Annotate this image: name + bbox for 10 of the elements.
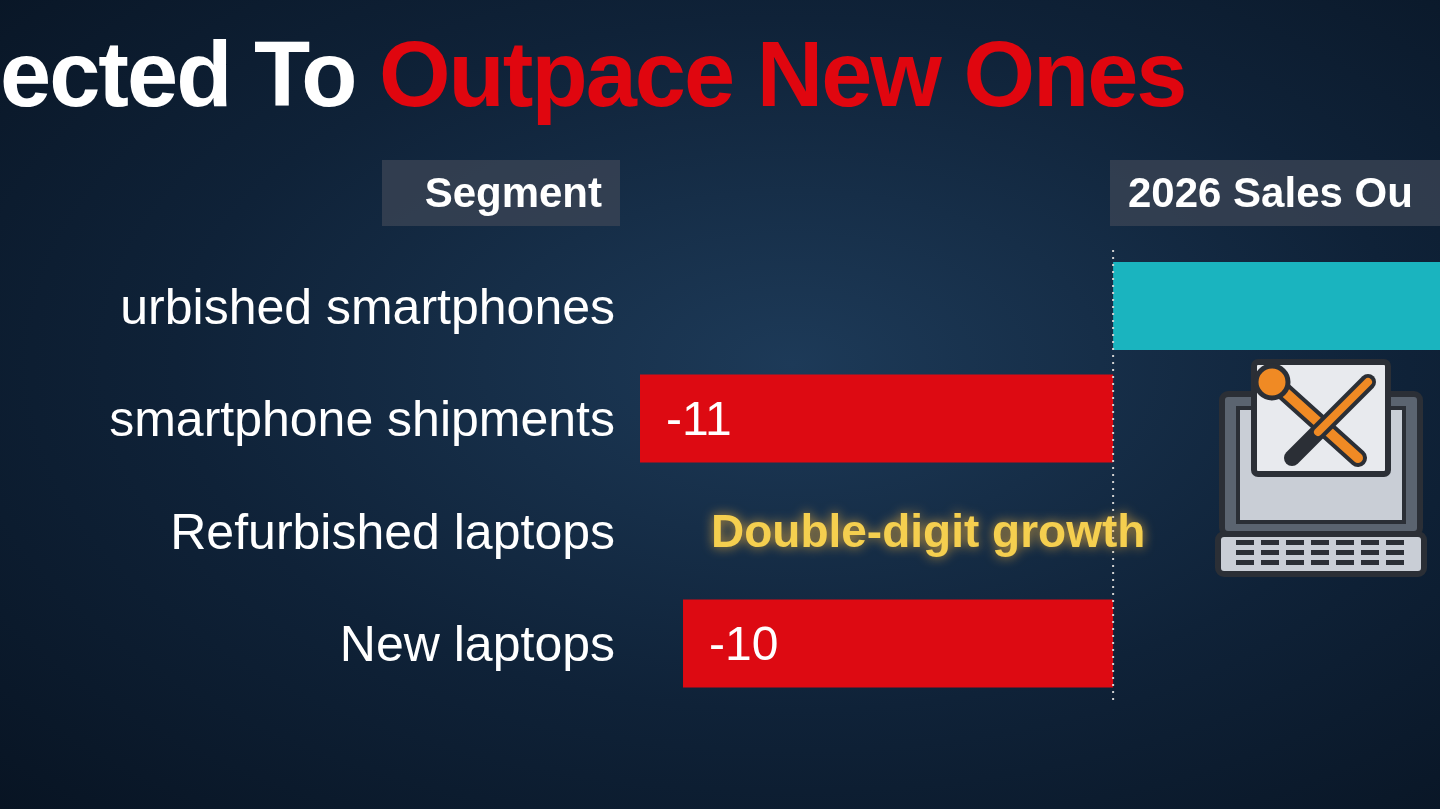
annotation: Double-digit growth (710, 505, 1146, 558)
y-tick-label: smartphone shipments (109, 391, 615, 448)
x-axis-title: 2026 Sales Ou (1110, 160, 1440, 226)
chart-title: ected To Outpace New Ones (0, 23, 1186, 125)
y-tick-label: urbished smartphones (120, 278, 615, 335)
data-label: -11 (666, 392, 732, 446)
data-label: -10 (709, 617, 779, 671)
y-tick-label: New laptops (339, 616, 615, 673)
y-tick-label: Refurbished laptops (170, 503, 615, 560)
y-axis-title: Segment (382, 160, 620, 226)
